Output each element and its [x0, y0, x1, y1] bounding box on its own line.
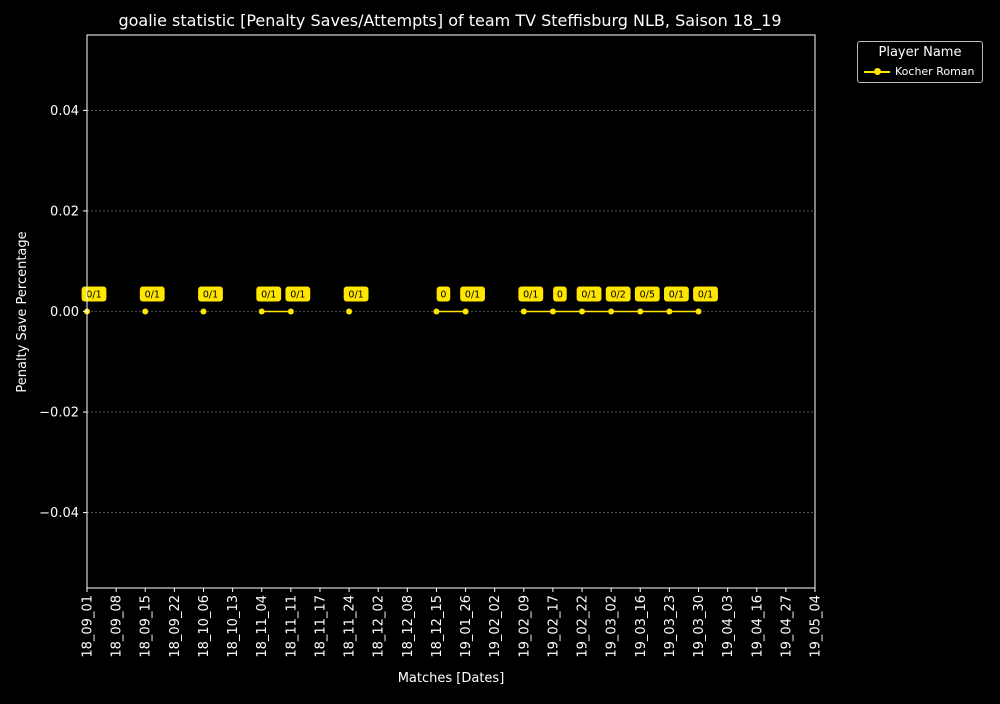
x-tick-label: 19_02_02	[488, 595, 503, 658]
x-tick-label: 19_03_30	[692, 595, 707, 658]
data-point	[433, 308, 440, 315]
y-tick-label: 0.02	[50, 204, 79, 219]
x-tick-label: 18_10_06	[197, 595, 212, 658]
x-tick-label: 19_02_09	[517, 595, 532, 658]
data-point	[549, 308, 556, 315]
data-label: 0/1	[203, 290, 218, 301]
data-point	[287, 308, 294, 315]
x-tick-label: 18_09_15	[139, 595, 154, 658]
x-tick-label: 18_11_11	[284, 595, 299, 658]
data-label-box	[285, 286, 311, 302]
y-tick-label: −0.02	[39, 406, 79, 421]
x-tick-label: 18_12_08	[401, 595, 416, 658]
data-label: 0/1	[698, 290, 713, 301]
label-layer: 0/1 0/1 0/1 0/1 0/1 0/1 0 0/1 0/1 0 0/1 0/2 0/5 0/1 0/…	[81, 286, 718, 302]
x-tick-label: 18_09_08	[110, 595, 125, 658]
data-label: 0/1	[348, 290, 363, 301]
data-point	[142, 308, 149, 315]
data-label: 0/1	[86, 290, 101, 301]
data-point	[346, 308, 353, 315]
x-tick-label: 19_03_23	[663, 595, 678, 658]
data-label-box	[256, 286, 282, 302]
legend-entry: Kocher Roman	[862, 65, 980, 79]
data-point	[637, 308, 644, 315]
data-label-box	[693, 286, 718, 302]
data-label-box	[436, 286, 451, 302]
x-tick-label: 19_05_04	[809, 595, 824, 658]
legend: Player Name Kocher Roman	[857, 41, 983, 83]
data-label-box	[605, 286, 631, 302]
data-label-box	[460, 286, 485, 302]
data-label: 0/1	[581, 290, 596, 301]
x-tick-label: 19_04_03	[721, 595, 736, 658]
x-tick-label: 18_11_17	[313, 595, 328, 658]
data-point	[462, 308, 469, 315]
data-label-box	[343, 286, 369, 302]
x-tick-label: 18_12_15	[430, 595, 445, 658]
data-label-box	[81, 286, 107, 302]
x-tick-label: 19_04_16	[750, 595, 765, 658]
x-tick-label: 19_03_02	[605, 595, 620, 658]
y-tick-layer: 0.04 0.02 0.00 −0.02 −0.04	[39, 104, 87, 521]
x-tick-label: 18_09_01	[81, 595, 96, 658]
data-label: 0	[440, 290, 446, 301]
data-point	[666, 308, 673, 315]
x-tick-label: 19_02_22	[576, 595, 591, 658]
data-label: 0/1	[669, 290, 684, 301]
data-point	[258, 308, 265, 315]
data-label-box	[553, 286, 567, 302]
x-tick-label: 18_11_04	[255, 595, 270, 658]
x-axis-label: Matches [Dates]	[398, 671, 505, 686]
data-label-box	[634, 286, 660, 302]
data-label-box	[576, 286, 602, 302]
legend-title: Player Name	[878, 45, 962, 60]
data-label: 0/1	[523, 290, 538, 301]
x-tick-label: 18_10_13	[226, 595, 241, 658]
x-tick-label: 18_12_02	[372, 595, 387, 658]
y-tick-label: 0.00	[50, 305, 79, 320]
data-point	[695, 308, 702, 315]
data-label: 0/1	[145, 290, 160, 301]
x-tick-label: 18_09_22	[168, 595, 183, 658]
data-label: 0/2	[611, 290, 626, 301]
data-label: 0	[557, 290, 563, 301]
y-tick-label: −0.04	[39, 506, 79, 521]
data-label: 0/1	[465, 290, 480, 301]
x-tick-label: 19_02_17	[546, 595, 561, 658]
legend-series-name: Kocher Roman	[895, 65, 975, 78]
x-tick-label: 18_11_24	[343, 595, 358, 658]
x-tick-layer: 18_09_01 18_09_08 18_09_15 18_09_22 18_10_06…	[81, 588, 824, 658]
legend-marker-swatch	[874, 68, 881, 75]
data-point	[520, 308, 527, 315]
data-label-box	[664, 286, 689, 302]
x-tick-label: 19_04_27	[779, 595, 794, 658]
data-label: 0/5	[640, 290, 655, 301]
point-layer	[84, 308, 702, 315]
chart-title: goalie statistic [Penalty Saves/Attempts…	[118, 11, 781, 31]
data-label-box	[139, 286, 165, 302]
x-tick-label: 19_03_16	[634, 595, 649, 658]
x-tick-label: 19_01_26	[459, 595, 474, 658]
data-label-box	[518, 286, 544, 302]
y-tick-label: 0.04	[50, 104, 79, 119]
y-axis-label: Penalty Save Percentage	[15, 231, 30, 392]
data-point	[200, 308, 207, 315]
data-label-box	[198, 286, 223, 302]
data-label: 0/1	[290, 290, 305, 301]
data-point	[579, 308, 586, 315]
data-label: 0/1	[261, 290, 276, 301]
data-point	[608, 308, 615, 315]
